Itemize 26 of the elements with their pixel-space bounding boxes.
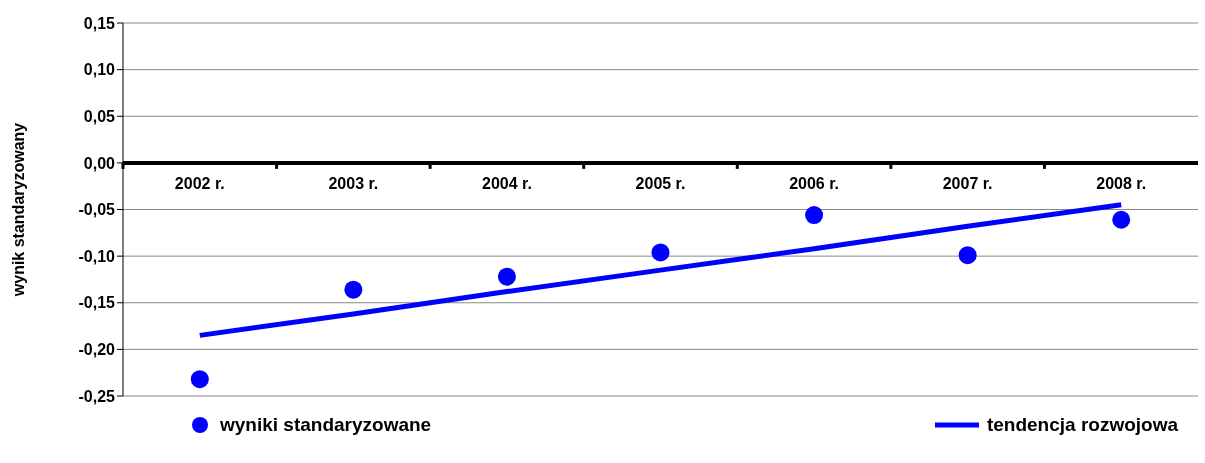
x-tick-label: 2003 r. — [328, 174, 379, 192]
y-tick-label: -0,25 — [78, 387, 116, 405]
x-tick-label: 2005 r. — [635, 174, 686, 192]
point — [1112, 210, 1131, 229]
x-tick-label: 2004 r. — [482, 174, 532, 192]
y-tick-label: -0,10 — [78, 247, 116, 265]
legend-label: wyniki standaryzowane — [219, 414, 432, 436]
legend-label: tendencja rozwojowa — [985, 414, 1178, 436]
y-tick-label: -0,20 — [78, 341, 116, 359]
y-tick-label: -0,05 — [78, 201, 116, 219]
point — [497, 267, 516, 286]
point — [651, 243, 670, 262]
y-tick-label: 0,05 — [83, 107, 116, 125]
point — [805, 206, 824, 225]
y-axis-title: wynik standaryzowany — [9, 122, 27, 298]
point — [344, 280, 363, 299]
x-tick-label: 2002 r. — [174, 174, 225, 192]
y-tick-label: 0,15 — [83, 14, 116, 32]
x-tick-label: 2006 r. — [789, 174, 839, 192]
y-tick-label: -0,15 — [78, 294, 116, 312]
y-tick-label: 0,10 — [83, 61, 116, 79]
y-tick-label: 0,00 — [83, 154, 116, 172]
x-tick-label: 2007 r. — [942, 174, 993, 192]
x-tick-label: 2008 r. — [1096, 174, 1147, 192]
point — [190, 370, 209, 389]
point — [958, 246, 977, 265]
